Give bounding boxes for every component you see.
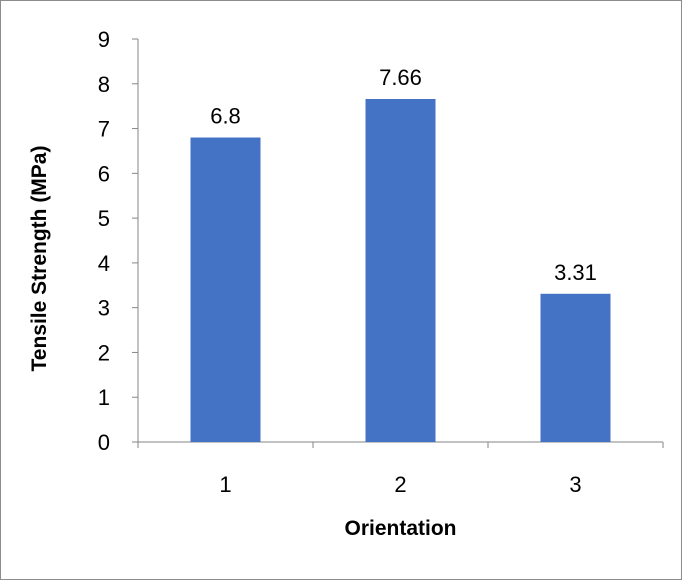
y-tick-label: 5 bbox=[98, 206, 110, 231]
bar-2 bbox=[365, 99, 436, 442]
x-tick-label: 3 bbox=[569, 472, 581, 497]
y-tick-label: 7 bbox=[98, 117, 110, 142]
data-labels: 6.8 7.66 3.31 bbox=[210, 65, 597, 285]
bar-3 bbox=[540, 293, 611, 442]
data-label-3: 3.31 bbox=[554, 260, 597, 285]
data-label-2: 7.66 bbox=[379, 65, 422, 90]
y-axis: 0 1 2 3 4 5 6 7 8 9 bbox=[98, 27, 139, 455]
y-tick-label: 4 bbox=[98, 251, 110, 276]
y-tick-label: 2 bbox=[98, 340, 110, 365]
bar-1 bbox=[190, 137, 261, 442]
x-tick-label: 1 bbox=[219, 472, 231, 497]
y-tick-label: 8 bbox=[98, 72, 110, 97]
y-axis-title: Tensile Strength (MPa) bbox=[28, 146, 51, 372]
y-tick-label: 3 bbox=[98, 296, 110, 321]
y-tick-label: 9 bbox=[98, 27, 110, 52]
y-tick-label: 0 bbox=[98, 430, 110, 455]
y-tick-label: 1 bbox=[98, 385, 110, 410]
x-tick-label: 2 bbox=[394, 472, 406, 497]
y-tick-label: 6 bbox=[98, 161, 110, 186]
x-axis-title: Orientation bbox=[344, 517, 456, 540]
x-axis: 1 2 3 bbox=[137, 441, 664, 497]
data-label-1: 6.8 bbox=[210, 104, 241, 129]
bars bbox=[190, 99, 611, 442]
